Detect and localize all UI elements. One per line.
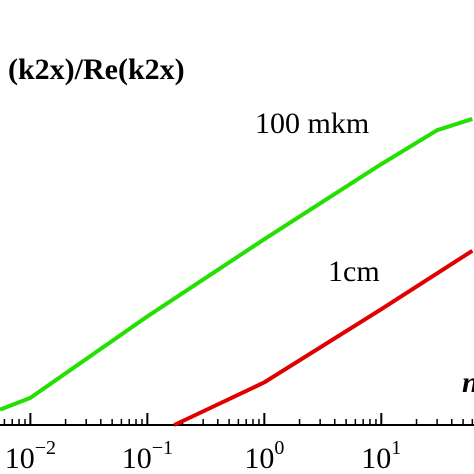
series-line [173, 249, 474, 427]
x-tick-label: 101 [361, 437, 401, 474]
chart-title: (k2x)/Re(k2x) [8, 53, 185, 86]
series-line [0, 117, 473, 412]
x-tick-label: 10−2 [5, 437, 56, 474]
annotation: 1cm [328, 255, 380, 288]
annotation: n [462, 366, 474, 399]
x-tick-label: 10−1 [122, 437, 173, 474]
annotation: 100 mkm [255, 107, 369, 140]
x-tick-label: 100 [244, 437, 284, 474]
